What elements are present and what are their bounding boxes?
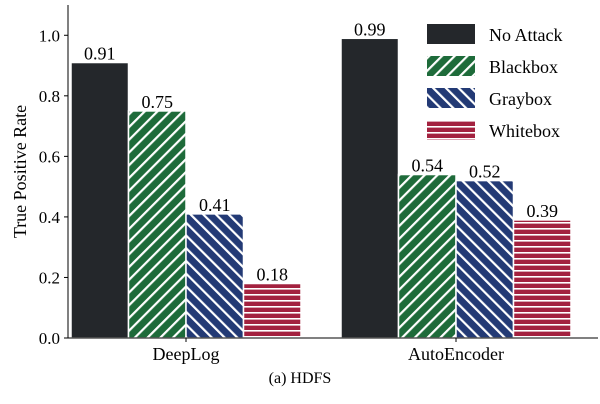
bar-autoencoder-whitebox bbox=[512, 219, 572, 339]
data-label-autoencoder-graybox: 0.52 bbox=[469, 162, 501, 182]
data-label-deeplog-whitebox: 0.18 bbox=[257, 265, 289, 285]
data-label-deeplog-graybox: 0.41 bbox=[199, 195, 231, 215]
figure-caption: (a) HDFS bbox=[268, 370, 332, 387]
data-label-autoencoder-blackbox: 0.54 bbox=[412, 156, 444, 176]
data-label-deeplog-blackbox: 0.75 bbox=[142, 92, 174, 112]
y-tick-label: 0.0 bbox=[39, 329, 60, 348]
legend-label-blackbox: Blackbox bbox=[489, 57, 558, 77]
y-tick-label: 0.4 bbox=[39, 208, 61, 227]
legend-swatch-whitebox bbox=[427, 120, 475, 140]
bar-deeplog-blackbox bbox=[127, 110, 187, 339]
data-label-autoencoder-no-attack: 0.99 bbox=[354, 19, 386, 39]
legend-swatch-no-attack bbox=[427, 24, 475, 44]
legend-label-no-attack: No Attack bbox=[489, 25, 563, 45]
y-tick-label: 0.6 bbox=[39, 147, 60, 166]
legend-swatch-blackbox bbox=[427, 56, 475, 76]
bar-autoencoder-blackbox bbox=[397, 173, 457, 339]
y-tick-label: 1.0 bbox=[39, 26, 60, 45]
bar-deeplog-whitebox bbox=[242, 282, 302, 339]
x-tick-label-deeplog: DeepLog bbox=[153, 344, 220, 364]
data-label-deeplog-no-attack: 0.91 bbox=[84, 44, 116, 64]
bar-autoencoder-no-attack bbox=[340, 37, 400, 339]
y-tick-label: 0.8 bbox=[39, 87, 60, 106]
bar-autoencoder-graybox bbox=[455, 179, 515, 339]
data-label-autoencoder-whitebox: 0.39 bbox=[527, 201, 559, 221]
x-tick-label-autoencoder: AutoEncoder bbox=[408, 344, 504, 364]
y-axis-label: True Positive Rate bbox=[10, 105, 30, 238]
legend-swatch-graybox bbox=[427, 88, 475, 108]
legend-label-graybox: Graybox bbox=[489, 89, 552, 109]
bar-deeplog-graybox bbox=[185, 213, 245, 339]
legend-label-whitebox: Whitebox bbox=[489, 121, 560, 141]
bar-deeplog-no-attack bbox=[70, 61, 130, 339]
y-tick-label: 0.2 bbox=[39, 268, 60, 287]
